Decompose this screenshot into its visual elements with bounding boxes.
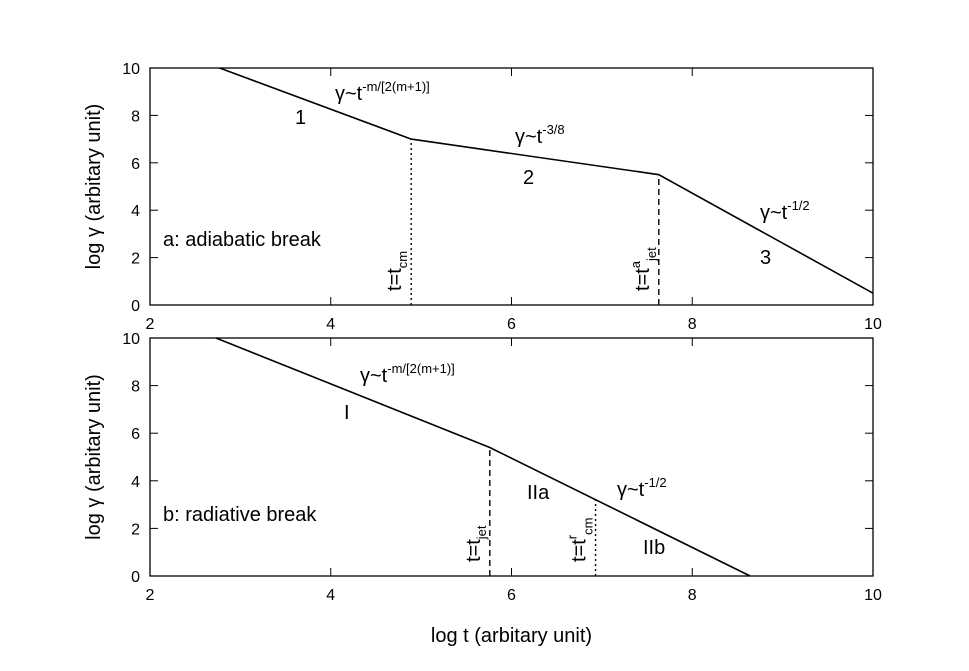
annotation: 2 — [523, 167, 534, 189]
text-base: t=t — [384, 268, 406, 291]
annotation: γ~t-m/[2(m+1)] — [335, 79, 430, 105]
break-label: t=tcm — [384, 251, 410, 291]
plot-frame — [149, 67, 874, 306]
x-tick-label: 6 — [507, 316, 516, 333]
annotation: 3 — [760, 247, 771, 269]
superscript: a — [628, 260, 643, 268]
y-tick-label: 8 — [131, 379, 140, 396]
y-tick-label: 4 — [131, 474, 140, 491]
subscript: jet — [474, 525, 489, 540]
superscript: r — [565, 534, 580, 539]
x-axis-label: log t (arbitary unit) — [431, 625, 592, 647]
plot-frame — [149, 337, 874, 577]
superscript: -1/2 — [644, 475, 666, 490]
superscript: -1/2 — [787, 198, 809, 213]
annotation: IIa — [527, 482, 550, 504]
text-base: γ~t — [515, 126, 543, 148]
x-tick-label: 8 — [688, 587, 697, 604]
y-tick-label: 0 — [131, 569, 140, 586]
superscript: -3/8 — [542, 122, 564, 137]
subscript: cm — [395, 251, 410, 268]
x-tick-label: 4 — [326, 316, 335, 333]
annotation: γ~t-3/8 — [515, 122, 565, 148]
text-base: γ~t — [335, 83, 363, 105]
y-tick-label: 2 — [131, 521, 140, 538]
text-base: t=t — [632, 268, 654, 291]
text-base: IIa — [527, 482, 550, 504]
annotation: 1 — [295, 107, 306, 129]
y-tick-label: 10 — [122, 61, 140, 78]
subscript: jet — [644, 247, 659, 262]
superscript: -m/[2(m+1)] — [362, 79, 430, 94]
annotation: IIb — [643, 537, 665, 559]
x-tick-label: 10 — [864, 316, 882, 333]
annotation: γ~t-1/2 — [760, 198, 810, 224]
x-tick-label: 10 — [864, 587, 882, 604]
x-tick-label: 4 — [326, 587, 335, 604]
y-tick-label: 10 — [122, 331, 140, 348]
annotation: a: adiabatic break — [163, 229, 322, 251]
annotation: I — [344, 402, 350, 424]
break-label: t=tjet — [463, 525, 489, 562]
break-label: t=trcm — [565, 518, 596, 562]
x-tick-label: 2 — [146, 316, 155, 333]
text-base: 1 — [295, 107, 306, 129]
break-label: t=tajet — [628, 247, 659, 291]
y-axis-label: log γ (arbitary unit) — [83, 374, 105, 540]
text-base: b: radiative break — [163, 504, 317, 526]
x-tick-label: 6 — [507, 587, 516, 604]
annotation: γ~t-1/2 — [617, 475, 667, 501]
text-base: 2 — [523, 167, 534, 189]
y-axis-label: log γ (arbitary unit) — [83, 104, 105, 270]
text-base: IIb — [643, 537, 665, 559]
text-base: γ~t — [760, 202, 788, 224]
text-base: I — [344, 402, 350, 424]
superscript: -m/[2(m+1)] — [387, 361, 455, 376]
text-base: γ~t — [617, 479, 645, 501]
text-base: a: adiabatic break — [163, 229, 322, 251]
y-tick-label: 8 — [131, 108, 140, 125]
data-line — [219, 67, 874, 294]
annotation: γ~t-m/[2(m+1)] — [360, 361, 455, 387]
text-base: t=t — [569, 539, 591, 562]
text-base: γ~t — [360, 365, 388, 387]
data-line — [215, 337, 751, 577]
y-tick-label: 2 — [131, 251, 140, 268]
annotation: b: radiative break — [163, 504, 317, 526]
y-tick-label: 0 — [131, 298, 140, 315]
y-tick-label: 4 — [131, 203, 140, 220]
y-tick-label: 6 — [131, 426, 140, 443]
y-tick-label: 6 — [131, 156, 140, 173]
x-tick-label: 2 — [146, 587, 155, 604]
subscript: cm — [581, 518, 596, 535]
text-base: t=t — [463, 539, 485, 562]
x-tick-label: 8 — [688, 316, 697, 333]
text-base: 3 — [760, 247, 771, 269]
